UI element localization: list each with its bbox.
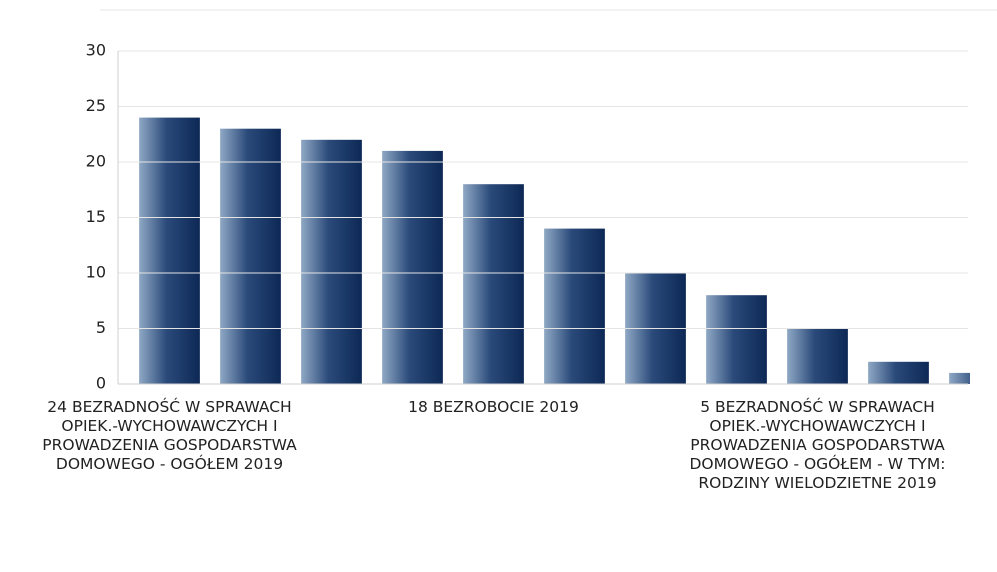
bar bbox=[220, 128, 281, 384]
x-tick-label: 24 BEZRADNOŚĆ W SPRAWACH OPIEK.-WYCHOWAW… bbox=[42, 398, 297, 473]
y-tick-label: 25 bbox=[86, 96, 106, 115]
bar bbox=[949, 372, 970, 384]
y-tick-label: 0 bbox=[96, 374, 106, 393]
y-tick-label: 15 bbox=[86, 207, 106, 226]
bar bbox=[382, 150, 443, 384]
x-tick-label: 18 BEZROBOCIE 2019 bbox=[408, 398, 579, 416]
y-tick-label: 10 bbox=[86, 263, 106, 282]
bar bbox=[139, 117, 200, 384]
bar bbox=[463, 184, 524, 384]
y-tick-label: 5 bbox=[96, 318, 106, 337]
y-tick-label: 30 bbox=[86, 41, 106, 60]
bar bbox=[868, 361, 929, 384]
y-tick-label: 20 bbox=[86, 152, 106, 171]
x-tick-label: 5 BEZRADNOŚĆ W SPRAWACH OPIEK.-WYCHOWAWC… bbox=[689, 398, 946, 492]
bar bbox=[706, 295, 767, 384]
bar bbox=[787, 328, 848, 384]
bar bbox=[301, 139, 362, 384]
bar bbox=[544, 228, 605, 384]
